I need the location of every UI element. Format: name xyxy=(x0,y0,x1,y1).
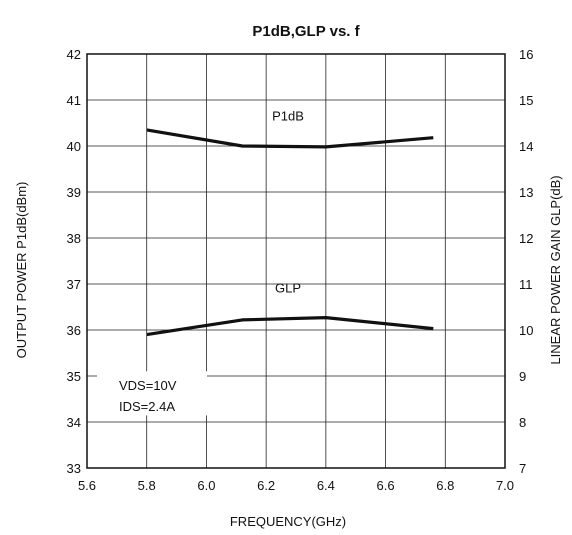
series-label-p1db: P1dB xyxy=(272,108,304,123)
right-tick-label: 15 xyxy=(519,93,533,108)
left-tick-label: 37 xyxy=(67,277,81,292)
left-tick-label: 40 xyxy=(67,139,81,154)
left-tick-label: 35 xyxy=(67,369,81,384)
series-line-glp xyxy=(146,316,434,337)
chart-title: P1dB,GLP vs. f xyxy=(252,23,360,40)
right-axis-label: LINEAR POWER GAIN GLP(dB) xyxy=(548,175,563,364)
x-tick-label: 6.0 xyxy=(197,478,215,493)
right-tick-label: 10 xyxy=(519,323,533,338)
right-tick-label: 9 xyxy=(519,369,526,384)
x-tick-label: 5.8 xyxy=(138,478,156,493)
left-axis-ticks: 33 34 35 36 37 38 39 40 41 42 xyxy=(67,47,81,476)
annotation-background xyxy=(97,371,207,416)
left-tick-label: 34 xyxy=(67,415,81,430)
plot-frame xyxy=(86,53,506,469)
x-axis-label: FREQUENCY(GHz) xyxy=(230,514,346,529)
left-tick-label: 33 xyxy=(67,461,81,476)
annotations: VDS=10V IDS=2.4A xyxy=(97,371,207,416)
x-tick-label: 7.0 xyxy=(496,478,514,493)
right-tick-label: 11 xyxy=(519,277,533,292)
annotation-text: IDS=2.4A xyxy=(119,399,175,414)
series-labels: P1dB GLP xyxy=(272,108,304,295)
right-axis-ticks: 7 8 9 10 11 12 13 14 15 16 xyxy=(519,47,533,476)
series-line-p1db xyxy=(146,128,434,149)
left-tick-label: 39 xyxy=(67,185,81,200)
x-tick-label: 6.6 xyxy=(377,478,395,493)
right-tick-label: 7 xyxy=(519,461,526,476)
left-tick-label: 36 xyxy=(67,323,81,338)
left-tick-label: 41 xyxy=(67,93,81,108)
left-tick-label: 42 xyxy=(67,47,81,62)
right-tick-label: 12 xyxy=(519,231,533,246)
x-axis-ticks: 5.6 5.8 6.0 6.2 6.4 6.6 6.8 7.0 xyxy=(78,478,514,493)
left-axis-label: OUTPUT POWER P1dB(dBm) xyxy=(14,182,29,359)
series-lines xyxy=(146,128,434,337)
right-tick-label: 16 xyxy=(519,47,533,62)
x-tick-label: 6.4 xyxy=(317,478,335,493)
right-tick-label: 13 xyxy=(519,185,533,200)
x-tick-label: 6.8 xyxy=(436,478,454,493)
right-tick-label: 8 xyxy=(519,415,526,430)
series-label-glp: GLP xyxy=(275,281,301,296)
x-tick-label: 6.2 xyxy=(257,478,275,493)
annotation-text: VDS=10V xyxy=(119,378,177,393)
right-tick-label: 14 xyxy=(519,139,533,154)
x-tick-label: 5.6 xyxy=(78,478,96,493)
left-tick-label: 38 xyxy=(67,231,81,246)
